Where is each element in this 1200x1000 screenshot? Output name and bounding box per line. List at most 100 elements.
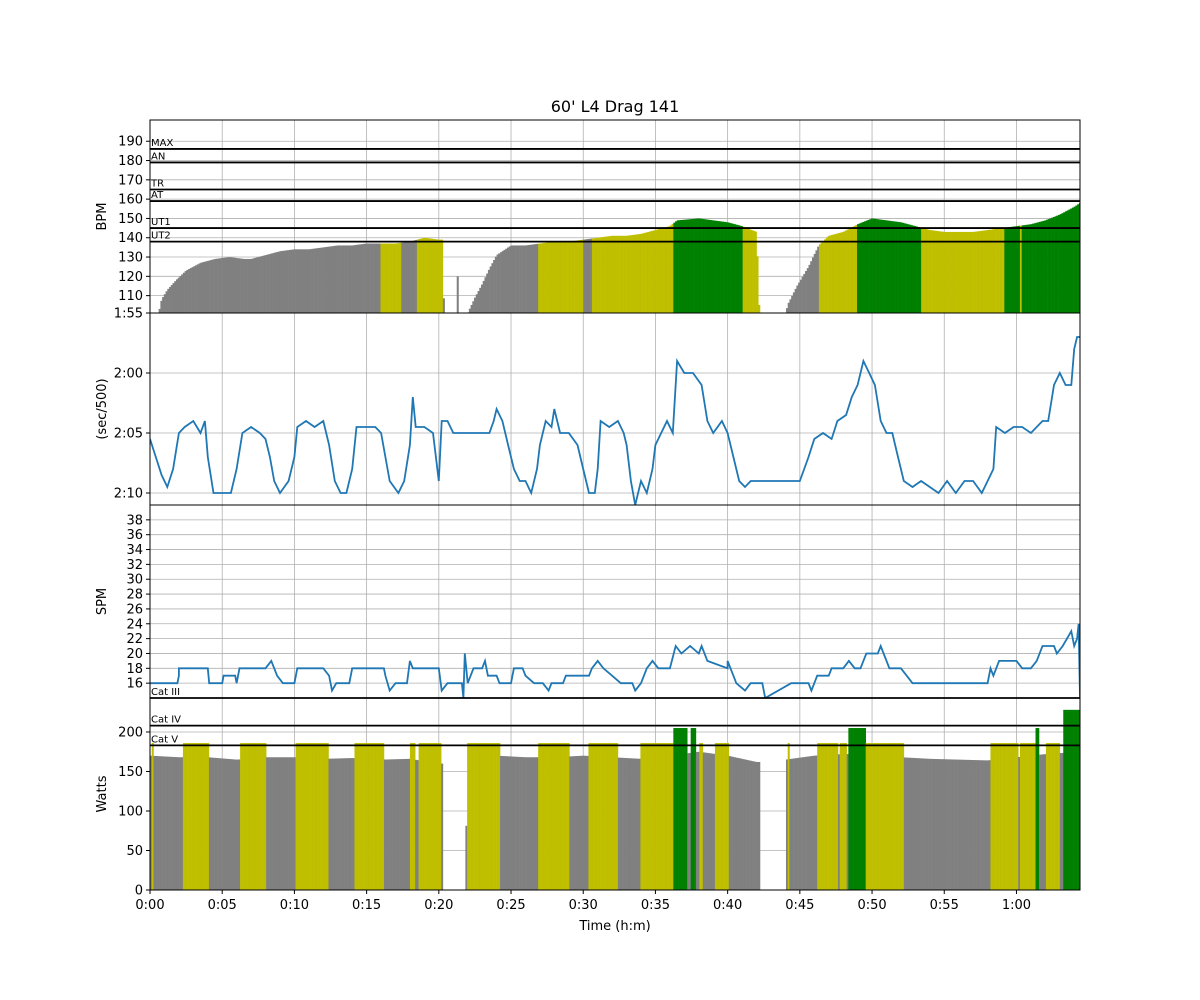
power-bar [909,757,912,890]
hr-bar [326,246,329,313]
hr-bar [195,265,198,313]
spm-ytick-label-8: 32 [126,558,143,573]
x-tick-label-3: 0:15 [352,898,381,913]
power-bar [399,759,402,890]
power-bar [701,743,704,890]
power-bar [208,757,211,890]
power-bar [850,728,853,890]
power-bar [860,728,863,890]
power-bar [286,757,289,890]
power-bar [1056,743,1059,890]
power-bar [668,743,671,890]
spm-ytick-label-7: 30 [126,573,143,588]
hr-bar [331,246,334,313]
power-bar [227,758,231,890]
hr-bar [208,260,211,313]
power-bar [966,759,969,890]
power-bar [704,752,707,890]
power-bar [231,759,234,890]
power-bar [853,728,856,890]
hr-bar [597,237,600,313]
power-bar [945,759,948,890]
power-bar [491,743,494,890]
power-bar [160,756,163,890]
power-bar [610,743,613,890]
power-bar [732,756,735,890]
power-bar [318,743,321,890]
hr-bar [1030,224,1033,313]
hr-bar [558,241,562,313]
hr-bar [500,252,503,313]
hr-bar [377,243,380,313]
power-bar [238,759,241,890]
power-bar [576,756,579,890]
hr-bar [370,243,373,313]
hr-bar [742,226,745,313]
hr-bar [564,241,567,313]
power-bar [489,743,492,890]
hr-bar [636,234,639,313]
power-bar [1075,709,1078,890]
power-bar [1045,743,1048,890]
power-bar [716,743,719,890]
power-bar [266,757,269,890]
power-bar [288,757,291,890]
power-bar [711,753,714,890]
hr-bar [862,222,865,313]
power-bar [836,743,839,890]
power-bar [1071,709,1074,890]
hr-bar [229,257,232,313]
hr-bar [274,252,277,313]
hr-bar [794,288,797,313]
hr-bar [799,279,802,313]
power-bar [548,743,551,890]
hr-bar [1009,226,1012,313]
hr-bar [262,255,265,313]
hr-bar [846,229,849,313]
hr-bar [482,280,485,313]
hr-bar [754,231,757,313]
hr-bar [857,224,860,313]
hr-bar [281,250,284,313]
hr-ytick-label-8: 190 [118,135,143,150]
hr-bar [680,219,683,313]
power-bar [200,743,203,890]
power-bar [482,743,485,890]
power-bar [924,758,927,890]
power-bar [335,758,338,890]
hr-bar [553,241,556,313]
hr-bar [758,304,761,313]
hr-bar [520,245,523,313]
power-bar [253,743,257,890]
hr-bar [222,257,225,313]
spm-ytick-label-4: 24 [126,617,143,632]
power-bar [1061,752,1064,890]
hr-bar [1026,224,1029,313]
hr-bar [831,234,834,313]
power-bar [240,743,243,890]
hr-bar [474,297,477,313]
hr-bar [993,229,996,313]
hr-bar [595,237,598,313]
hr-bar [351,245,354,313]
hr-bar [203,261,206,313]
hr-bar [437,239,440,313]
hr-bar [392,243,395,313]
power-bar [418,743,421,890]
power-bar [250,743,253,890]
power-bar [948,759,951,890]
hr-bar [992,229,995,313]
hr-bar [415,239,418,313]
hr-bar [671,224,674,313]
power-bar [1032,743,1035,890]
hr-bar [508,246,511,313]
hr-bar [676,220,679,313]
power-bar [751,761,754,890]
power-bar [862,728,865,890]
power-bar [396,759,399,890]
hr-bar [914,226,917,313]
power-bar [494,743,497,890]
power-bar [1064,709,1068,890]
hr-bar [1044,220,1047,313]
hr-bars [158,203,1080,313]
